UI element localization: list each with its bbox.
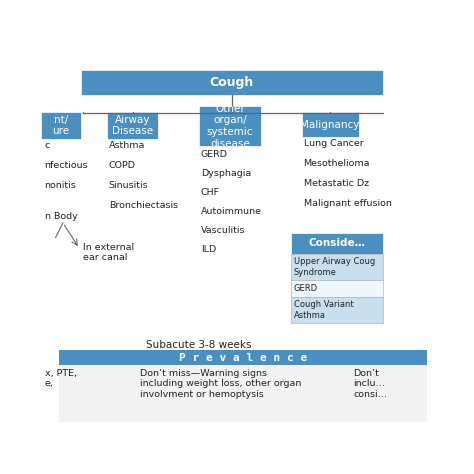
Text: GERD: GERD [293, 284, 318, 293]
Text: Conside…: Conside… [308, 238, 365, 248]
Text: Subacute 3-8 weeks: Subacute 3-8 weeks [146, 340, 252, 350]
FancyBboxPatch shape [41, 112, 82, 139]
FancyBboxPatch shape [59, 350, 427, 365]
FancyBboxPatch shape [301, 112, 359, 137]
Text: Cough: Cough [210, 76, 254, 89]
Text: Vasculitis: Vasculitis [201, 226, 245, 235]
Text: nt/
ure: nt/ ure [53, 115, 70, 136]
Text: nonitis: nonitis [45, 181, 76, 190]
Text: GERD: GERD [201, 150, 228, 159]
FancyBboxPatch shape [291, 297, 383, 323]
Text: Other
organ/
systemic
disease: Other organ/ systemic disease [207, 104, 253, 149]
Text: Bronchiectasis: Bronchiectasis [109, 201, 178, 210]
FancyBboxPatch shape [291, 233, 383, 254]
FancyBboxPatch shape [82, 70, 383, 95]
Text: Airway
Disease: Airway Disease [112, 115, 153, 136]
Text: Autoimmune: Autoimmune [201, 207, 262, 216]
Text: Upper Airway Coug
Syndrome: Upper Airway Coug Syndrome [293, 257, 375, 277]
Text: Malignant effusion: Malignant effusion [303, 199, 392, 208]
Text: с: с [45, 141, 50, 150]
Text: CHF: CHF [201, 188, 219, 197]
FancyBboxPatch shape [107, 112, 158, 139]
Text: ILD: ILD [201, 245, 216, 254]
Text: In external
ear canal: In external ear canal [83, 243, 134, 263]
Text: nfectious: nfectious [45, 161, 88, 170]
Text: Metastatic Dz: Metastatic Dz [303, 179, 369, 188]
Text: COPD: COPD [109, 161, 136, 170]
Text: P r e v a l e n c e: P r e v a l e n c e [179, 353, 307, 363]
Text: Sinusitis: Sinusitis [109, 181, 148, 190]
Text: Malignancy: Malignancy [301, 120, 360, 130]
FancyBboxPatch shape [199, 106, 261, 146]
FancyBboxPatch shape [291, 254, 383, 280]
Text: Don’t
inclu…
consi…: Don’t inclu… consi… [353, 369, 387, 399]
Text: Cough Variant
Asthma: Cough Variant Asthma [293, 300, 353, 319]
FancyBboxPatch shape [59, 365, 427, 422]
FancyBboxPatch shape [291, 280, 383, 297]
Text: x, PTE,
e,: x, PTE, e, [45, 369, 77, 388]
Text: Dysphagia: Dysphagia [201, 169, 251, 178]
Text: Mesothelioma: Mesothelioma [303, 159, 370, 168]
Text: n Body: n Body [45, 212, 77, 221]
Text: Asthma: Asthma [109, 141, 145, 150]
Text: Lung Cancer: Lung Cancer [303, 139, 363, 148]
Text: Don’t miss—Warning signs
including weight loss, other organ
involvment or hemopt: Don’t miss—Warning signs including weigh… [140, 369, 301, 399]
